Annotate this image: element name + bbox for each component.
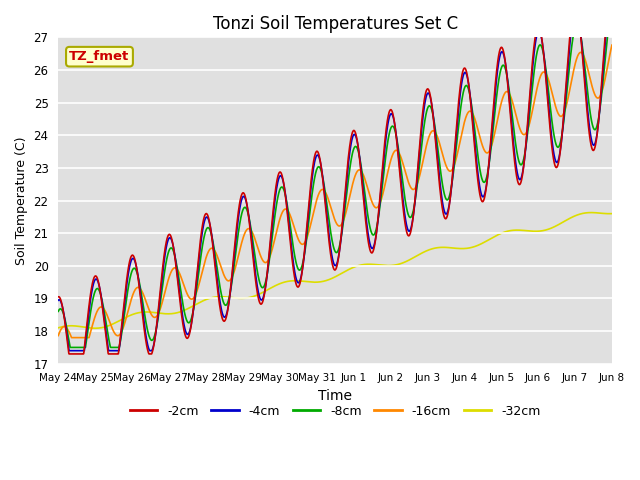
Text: TZ_fmet: TZ_fmet <box>69 50 130 63</box>
-4cm <box>83 327 91 333</box>
-32cm <box>83 324 90 330</box>
Title: Tonzi Soil Temperatures Set C: Tonzi Soil Temperatures Set C <box>212 15 458 33</box>
Line: -32cm: -32cm <box>58 213 612 328</box>
-16cm <box>54 333 62 338</box>
Line: -8cm: -8cm <box>58 8 612 348</box>
Line: -16cm: -16cm <box>58 45 612 337</box>
-2cm <box>309 162 317 168</box>
-8cm <box>67 345 74 350</box>
-2cm <box>491 91 499 96</box>
Line: -2cm: -2cm <box>58 0 612 354</box>
-4cm <box>592 138 600 144</box>
Legend: -2cm, -4cm, -8cm, -16cm, -32cm: -2cm, -4cm, -8cm, -16cm, -32cm <box>125 400 545 423</box>
-2cm <box>592 138 600 144</box>
-4cm <box>491 97 499 103</box>
-32cm <box>324 277 332 283</box>
-16cm <box>83 335 91 340</box>
-8cm <box>324 208 332 214</box>
-2cm <box>83 323 91 328</box>
-8cm <box>592 125 600 131</box>
-4cm <box>309 168 317 174</box>
-16cm <box>309 211 317 217</box>
-4cm <box>592 136 600 142</box>
-32cm <box>54 325 62 331</box>
-32cm <box>92 325 99 331</box>
-8cm <box>83 335 91 341</box>
-4cm <box>65 348 73 354</box>
-32cm <box>593 210 600 216</box>
-2cm <box>54 294 62 300</box>
-2cm <box>324 227 332 232</box>
-16cm <box>68 335 76 340</box>
-32cm <box>491 234 499 240</box>
-16cm <box>592 94 600 99</box>
X-axis label: Time: Time <box>318 389 352 403</box>
-32cm <box>608 211 616 216</box>
-16cm <box>608 42 616 48</box>
-2cm <box>65 351 73 357</box>
-32cm <box>592 210 600 216</box>
-16cm <box>592 94 600 100</box>
-2cm <box>592 140 600 146</box>
-8cm <box>608 5 616 11</box>
-32cm <box>588 210 595 216</box>
-32cm <box>309 279 317 285</box>
-16cm <box>324 195 332 201</box>
-8cm <box>309 184 317 190</box>
-8cm <box>54 309 62 314</box>
-4cm <box>54 297 62 303</box>
-8cm <box>491 113 499 119</box>
Y-axis label: Soil Temperature (C): Soil Temperature (C) <box>15 136 28 265</box>
Line: -4cm: -4cm <box>58 0 612 351</box>
-4cm <box>324 221 332 227</box>
-8cm <box>592 126 600 132</box>
-16cm <box>491 132 499 137</box>
